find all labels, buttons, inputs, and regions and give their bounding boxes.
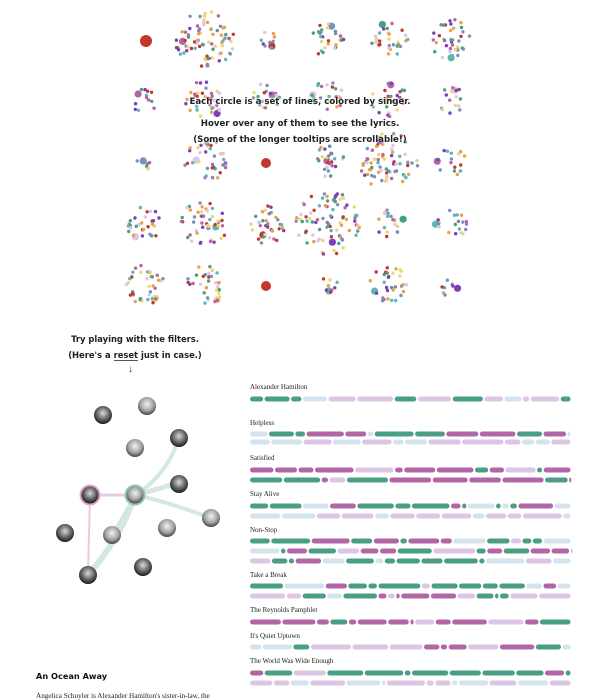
avatar-9[interactable]: [158, 519, 176, 537]
avatar-7[interactable]: [56, 524, 74, 542]
lyric-line-strip[interactable]: [250, 680, 571, 686]
lyric-line-strip[interactable]: [250, 538, 571, 544]
reset-prefix: (Here's a: [68, 350, 114, 360]
section-title: An Ocean Away: [36, 671, 108, 681]
song-circle[interactable]: [370, 20, 410, 56]
avatar-11[interactable]: [79, 566, 97, 584]
reset-link[interactable]: reset: [113, 350, 139, 361]
song-circle[interactable]: [309, 81, 344, 112]
intro-text-line-1: Each circle is a set of lines, colored b…: [189, 97, 411, 107]
lyric-line-strip[interactable]: [250, 439, 571, 445]
lyric-line-strip[interactable]: [250, 467, 571, 473]
intro-text-line-3: (Some of the longer tooltips are scrolla…: [193, 135, 407, 145]
avatar-1[interactable]: [94, 406, 112, 424]
lyric-line-strip[interactable]: [250, 477, 572, 483]
song-circle[interactable]: [184, 80, 222, 118]
song-circle[interactable]: [368, 266, 409, 303]
song-circle[interactable]: [377, 208, 407, 239]
song-circle[interactable]: [126, 205, 161, 241]
song-title: Helpless: [250, 419, 275, 427]
song-circle[interactable]: [440, 278, 462, 297]
song-circle[interactable]: [183, 137, 228, 180]
song-circle[interactable]: [440, 86, 463, 115]
character-filter-network[interactable]: [40, 385, 240, 600]
lyric-line-strip[interactable]: [250, 513, 571, 519]
avatar-selected-green[interactable]: [124, 484, 146, 506]
song-circle[interactable]: [311, 22, 346, 56]
avatar-3[interactable]: [126, 439, 144, 457]
song-circle[interactable]: [431, 18, 472, 62]
song-title: Non-Stop: [250, 526, 278, 534]
song-circle[interactable]: [174, 10, 235, 68]
song-circle[interactable]: [433, 148, 467, 177]
song-title: Satisfied: [250, 454, 275, 462]
song-circle[interactable]: [261, 158, 271, 168]
avatar-selected-pink[interactable]: [79, 484, 101, 506]
song-circle[interactable]: [359, 132, 420, 186]
song-circle[interactable]: [251, 82, 281, 110]
filters-prompt: Try playing with the filters.: [71, 334, 199, 344]
song-circle[interactable]: [316, 144, 346, 178]
avatar-6[interactable]: [202, 509, 220, 527]
song-title: The World Was Wide Enough: [250, 657, 334, 665]
song-circle[interactable]: [321, 277, 339, 295]
song-title: Take a Break: [250, 571, 287, 579]
lyric-line-strip[interactable]: [250, 548, 573, 554]
avatar-5[interactable]: [170, 475, 188, 493]
lyric-line-strip[interactable]: [250, 644, 571, 650]
song-title: Stay Alive: [250, 490, 280, 498]
lyric-line-strip[interactable]: [250, 583, 571, 589]
section-body: Angelica Schuyler is Alexander Hamilton'…: [36, 692, 210, 700]
avatar-4[interactable]: [170, 429, 188, 447]
lyric-line-strip[interactable]: [250, 503, 571, 509]
reset-suffix: just in case.): [138, 350, 202, 360]
song-title: It's Quiet Uptown: [250, 632, 300, 640]
song-circle[interactable]: [135, 157, 152, 171]
song-circle[interactable]: [294, 192, 361, 256]
avatar-8[interactable]: [103, 526, 121, 544]
song-circle[interactable]: [133, 87, 156, 113]
network-links: [85, 436, 211, 577]
song-circle[interactable]: [259, 30, 277, 50]
song-circle[interactable]: [371, 81, 407, 119]
song-title: The Reynolds Pamphlet: [250, 606, 318, 614]
avatar-2[interactable]: [138, 397, 156, 415]
down-arrow-icon: ↓: [128, 364, 133, 375]
lyric-line-strip[interactable]: [250, 670, 571, 676]
song-circle[interactable]: [124, 263, 165, 305]
song-circle[interactable]: [179, 201, 227, 245]
song-circle[interactable]: [261, 281, 271, 291]
intro-text-line-2: Hover over any of them to see the lyrics…: [200, 119, 400, 129]
lyric-line-strip[interactable]: [250, 593, 571, 599]
lyric-line-strip[interactable]: [250, 558, 571, 564]
song-circle[interactable]: [431, 208, 469, 236]
song-circles-grid[interactable]: [0, 0, 600, 320]
lyric-line-strip[interactable]: [250, 619, 571, 625]
lyric-line-strip[interactable]: [250, 396, 571, 402]
avatar-10[interactable]: [134, 558, 152, 576]
song-circle[interactable]: [249, 204, 286, 245]
filters-reset-line: (Here's a reset just in case.): [35, 350, 235, 361]
song-circle[interactable]: [140, 35, 152, 47]
song-title: Alexander Hamilton: [250, 383, 308, 391]
song-circle[interactable]: [186, 265, 222, 305]
lyric-line-strip[interactable]: [250, 431, 571, 437]
